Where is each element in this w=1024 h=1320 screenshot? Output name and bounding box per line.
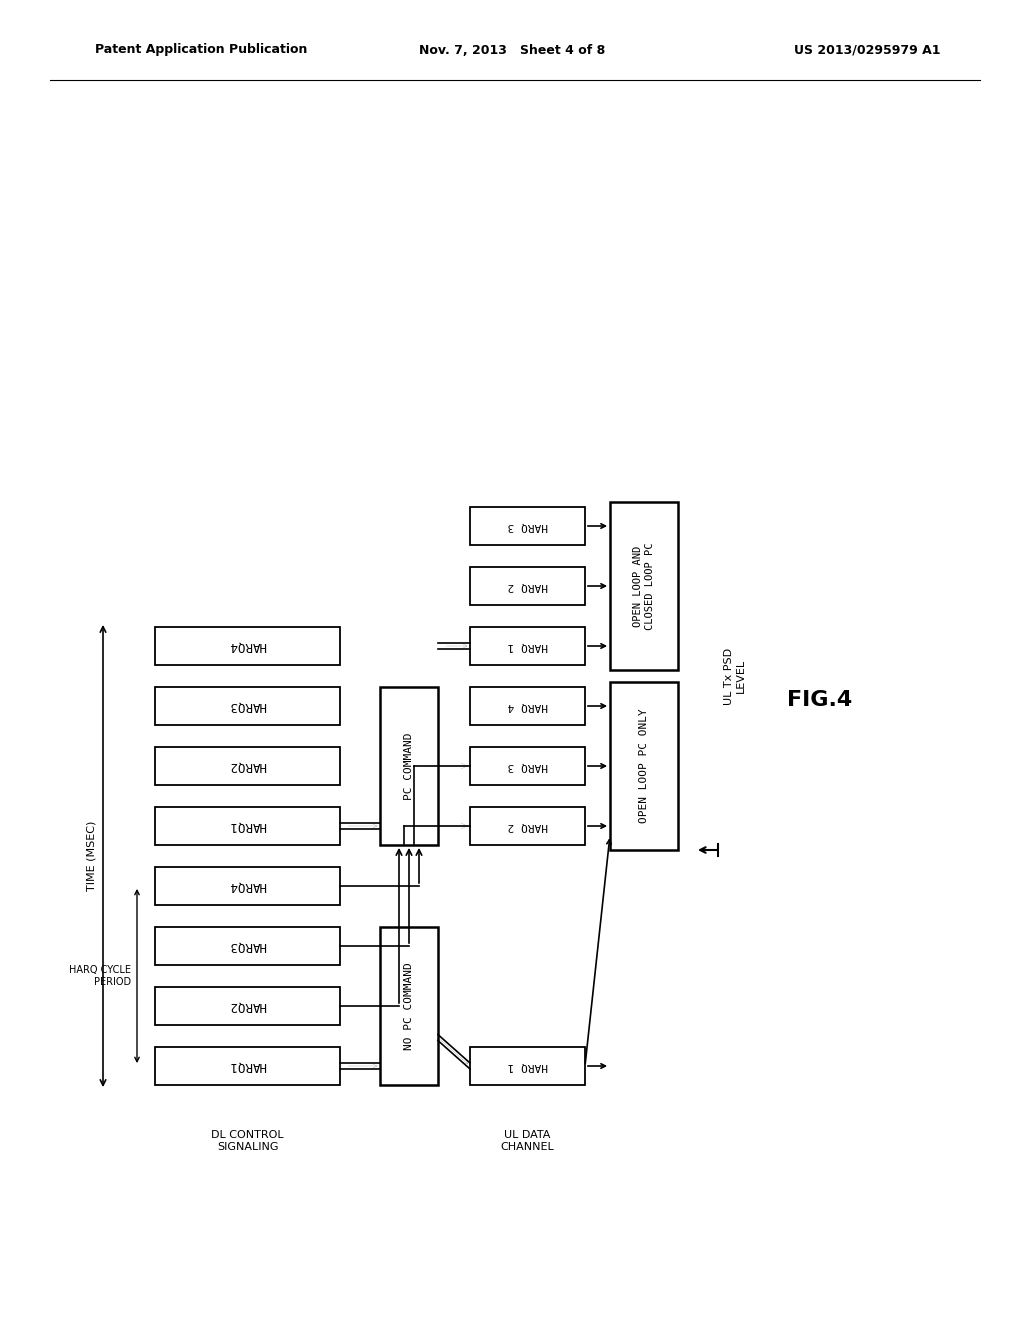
Bar (470, 807, 585, 845)
Bar (610, 682, 678, 850)
Text: Patent Application Publication: Patent Application Publication (95, 44, 307, 57)
Bar (155, 627, 340, 665)
Text: DL CONTROL
SIGNALING: DL CONTROL SIGNALING (211, 1130, 284, 1151)
Bar (155, 927, 340, 965)
Text: HARQ3: HARQ3 (228, 700, 266, 713)
Text: OPEN LOOP PC ONLY: OPEN LOOP PC ONLY (639, 709, 649, 824)
Text: TIME (MSEC): TIME (MSEC) (86, 821, 96, 891)
Text: HARQ 2: HARQ 2 (507, 821, 548, 832)
Bar (470, 747, 585, 785)
Bar (610, 502, 678, 671)
Text: PC COMMAND: PC COMMAND (404, 733, 414, 800)
Text: HARQ CYCLE
PERIOD: HARQ CYCLE PERIOD (69, 965, 131, 987)
Text: HARQ4: HARQ4 (228, 639, 266, 652)
Text: UL DATA
CHANNEL: UL DATA CHANNEL (501, 1130, 554, 1151)
Text: HARQ4: HARQ4 (228, 879, 266, 892)
Text: HARQ1: HARQ1 (228, 820, 266, 833)
Text: NO PC COMMAND: NO PC COMMAND (404, 962, 414, 1049)
Text: HARQ2: HARQ2 (228, 759, 266, 772)
Text: HARQ 4: HARQ 4 (507, 701, 548, 711)
Text: HARQ2: HARQ2 (228, 999, 266, 1012)
Bar (470, 1047, 585, 1085)
Text: Nov. 7, 2013   Sheet 4 of 8: Nov. 7, 2013 Sheet 4 of 8 (419, 44, 605, 57)
Text: HARQ 3: HARQ 3 (507, 521, 548, 531)
Bar (470, 507, 585, 545)
Bar (155, 686, 340, 725)
Text: HARQ3: HARQ3 (228, 940, 266, 953)
Bar (470, 627, 585, 665)
Bar (155, 1047, 340, 1085)
Bar (155, 987, 340, 1026)
Text: FIG.4: FIG.4 (787, 690, 853, 710)
Text: HARQ1: HARQ1 (228, 1060, 266, 1072)
Text: HARQ 2: HARQ 2 (507, 581, 548, 591)
Text: HARQ 3: HARQ 3 (507, 762, 548, 771)
Bar (155, 867, 340, 906)
Text: UL Tx PSD
LEVEL: UL Tx PSD LEVEL (724, 647, 745, 705)
Bar (380, 927, 438, 1085)
Bar (380, 686, 438, 845)
Bar (470, 686, 585, 725)
Bar (470, 568, 585, 605)
Text: OPEN LOOP AND
CLOSED LOOP PC: OPEN LOOP AND CLOSED LOOP PC (633, 543, 654, 630)
Bar (155, 747, 340, 785)
Text: US 2013/0295979 A1: US 2013/0295979 A1 (794, 44, 940, 57)
Text: HARQ 1: HARQ 1 (507, 642, 548, 651)
Bar (155, 807, 340, 845)
Text: HARQ 1: HARQ 1 (507, 1061, 548, 1071)
